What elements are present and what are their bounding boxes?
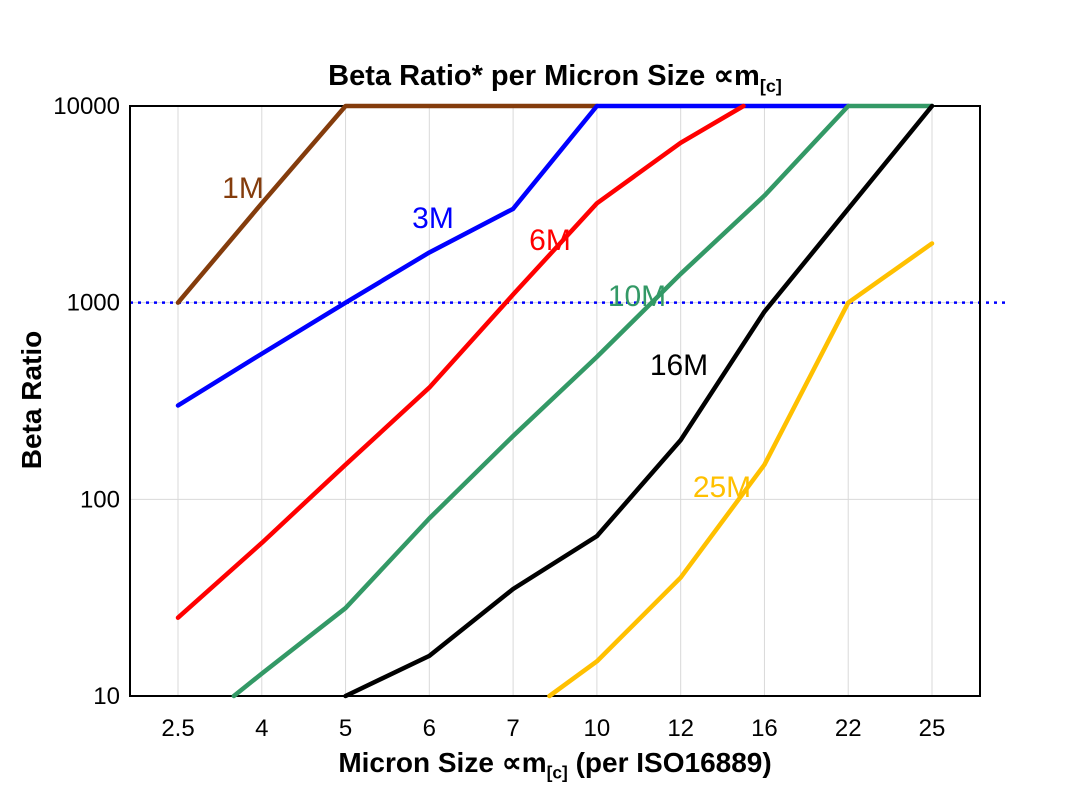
chart-title-symbol: ∝m: [713, 60, 760, 92]
series-label-1M: 1M: [222, 172, 264, 205]
x-tick-label-12: 12: [667, 715, 694, 742]
x-axis-label-suffix: (per ISO16889): [567, 747, 772, 778]
x-axis-label-symbol: ∝m: [501, 747, 547, 778]
series-line-25M: [547, 241, 935, 699]
x-axis-label-subscript: [c]: [546, 762, 568, 783]
chart-title-subscript: [c]: [759, 75, 782, 96]
chart-title-text: Beta Ratio* per Micron Size: [328, 60, 714, 92]
y-tick-label-10: 10: [93, 683, 120, 710]
series-line-6M: [175, 103, 746, 620]
series-line-16M: [343, 103, 935, 699]
x-tick-label-25: 25: [919, 715, 946, 742]
x-axis-label: Micron Size ∝m[c] (per ISO16889): [130, 746, 980, 784]
series-label-10M: 10M: [608, 280, 666, 313]
x-tick-label-6: 6: [423, 715, 436, 742]
x-tick-label-7: 7: [506, 715, 519, 742]
x-tick-label-5: 5: [339, 715, 352, 742]
y-tick-label-10000: 10000: [53, 93, 120, 120]
series-label-3M: 3M: [412, 202, 454, 235]
series-line-10M: [231, 103, 935, 699]
series-line-3M: [175, 103, 851, 408]
series-label-6M: 6M: [529, 224, 571, 257]
series-label-16M: 16M: [650, 349, 708, 382]
series-line-1M: [175, 103, 600, 305]
x-axis-label-text: Micron Size: [338, 747, 502, 778]
series-label-25M: 25M: [693, 471, 751, 504]
x-tick-label-22: 22: [835, 715, 862, 742]
chart-title: Beta Ratio* per Micron Size ∝m[c]: [130, 58, 980, 97]
x-tick-label-16: 16: [751, 715, 778, 742]
x-tick-label-2.5: 2.5: [161, 715, 194, 742]
x-tick-label-10: 10: [584, 715, 611, 742]
y-tick-label-1000: 1000: [67, 290, 120, 317]
y-tick-label-100: 100: [80, 486, 120, 513]
y-axis-label: Beta Ratio: [16, 330, 47, 470]
x-tick-label-4: 4: [255, 715, 268, 742]
